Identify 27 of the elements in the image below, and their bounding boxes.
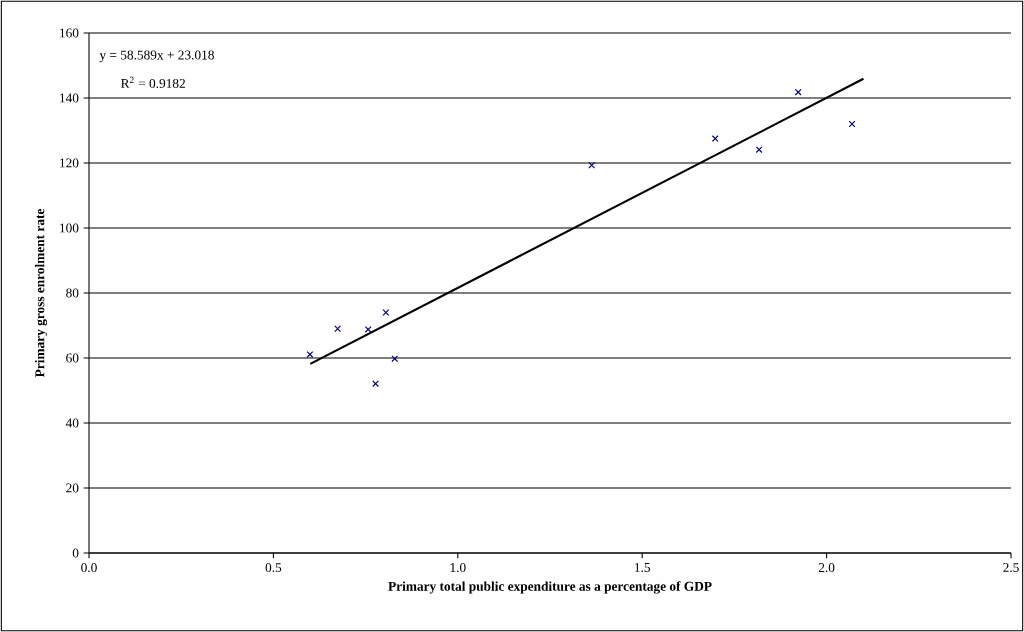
point <box>306 350 314 358</box>
x-axis-title: Primary total public expenditure as a percentage of GDP <box>388 581 712 594</box>
y-tick-label: 160 <box>60 28 79 38</box>
y-tick-label: 40 <box>65 418 79 428</box>
annotation: R$^{2}$ = 0.9182 <box>120 76 185 88</box>
point <box>382 309 390 316</box>
x-tick-label: 0.0 <box>81 563 97 573</box>
y-tick-label: 100 <box>60 223 79 233</box>
point <box>364 325 372 333</box>
point <box>334 325 341 333</box>
point <box>372 380 379 388</box>
y-tick-label: 140 <box>60 93 79 103</box>
y-axis-title: Primary gross enrolment rate <box>34 208 48 378</box>
y-tick-label: 120 <box>60 158 79 168</box>
annotation: y = 58.589x + 23.018 <box>99 50 214 63</box>
y-tick-label: 60 <box>66 353 79 363</box>
point <box>755 146 763 154</box>
y-tick-label: 80 <box>66 288 79 298</box>
x-tick-label: 0.5 <box>265 563 282 573</box>
point <box>711 135 719 143</box>
x-tick-label: 1.5 <box>635 563 651 573</box>
x-tick-label: 2.5 <box>1003 563 1019 573</box>
y-tick-label: 20 <box>66 483 79 493</box>
x-tick-label: 2.0 <box>818 563 835 573</box>
y-tick-label: 0 <box>72 548 79 558</box>
point <box>391 355 399 363</box>
x-tick-label: 1.0 <box>450 563 466 573</box>
